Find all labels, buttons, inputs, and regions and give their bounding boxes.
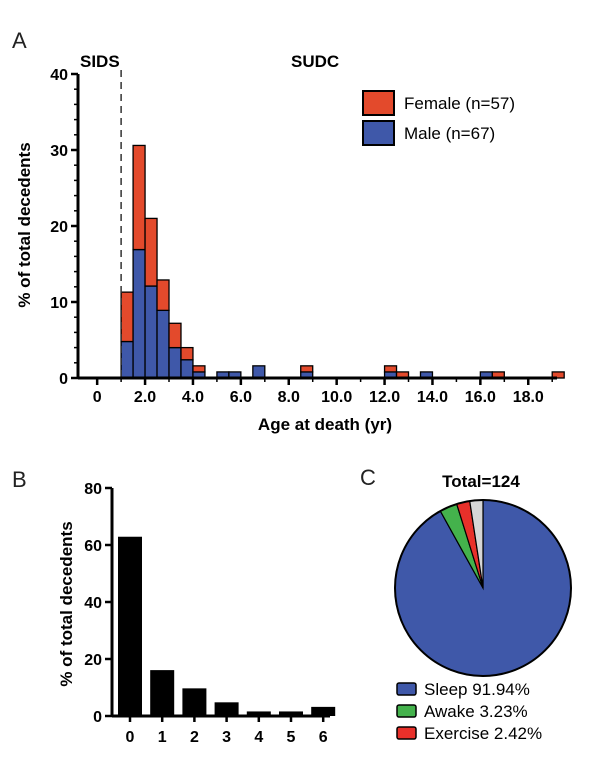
- panel-a-y-axis-title: % of total decedents: [15, 142, 34, 307]
- female-bar: [120, 291, 134, 343]
- female-bar: [300, 365, 314, 373]
- panel-a-letter: A: [12, 28, 27, 53]
- bar: [279, 711, 303, 716]
- y-tick-label: 20: [84, 652, 102, 669]
- pie-legend-label: Sleep 91.94%: [424, 680, 530, 699]
- female-bar: [132, 144, 146, 251]
- x-tick-label: 4: [254, 729, 263, 746]
- x-tick-label: 1: [158, 729, 167, 746]
- legend-label-male: Male (n=67): [404, 124, 495, 143]
- male-bar: [144, 285, 158, 379]
- y-tick-label: 40: [84, 595, 102, 612]
- male-bar: [120, 340, 134, 379]
- panel-a-legend: Female (n=57) Male (n=67): [362, 90, 515, 146]
- female-bar: [144, 217, 158, 287]
- legend-label-female: Female (n=57): [404, 94, 515, 113]
- female-bar: [156, 279, 170, 312]
- panel-c-pie-chart: C Total=124 Sleep 91.94% Awake 3.23% Exerc…: [360, 465, 572, 743]
- y-tick-label: 0: [93, 709, 102, 726]
- y-tick-label: 60: [84, 538, 102, 555]
- sids-region-label: SIDS: [80, 52, 120, 71]
- x-tick-label: 0: [126, 729, 135, 746]
- y-tick-label: 0: [59, 371, 68, 388]
- legend-swatch-female: [362, 90, 395, 116]
- legend-swatch-male: [362, 120, 395, 146]
- pie-legend: Sleep 91.94% Awake 3.23% Exercise 2.42%: [396, 680, 542, 743]
- male-bar: [156, 309, 170, 379]
- x-tick-label: 2: [190, 729, 199, 746]
- male-bar: [180, 359, 194, 379]
- x-tick-label: 18.0: [513, 389, 544, 406]
- x-tick-label: 6.0: [230, 389, 252, 406]
- female-bar: [168, 322, 182, 349]
- female-bar: [551, 371, 565, 379]
- panel-b-letter: B: [12, 467, 27, 492]
- bar: [150, 670, 175, 716]
- x-tick-label: 5: [287, 729, 296, 746]
- female-bar: [383, 365, 398, 373]
- bar: [214, 702, 239, 716]
- panel-a-histogram: A SIDS SUDC % of total decedents Age at …: [12, 28, 565, 434]
- y-tick-label: 20: [50, 219, 68, 236]
- y-tick-label: 10: [50, 295, 68, 312]
- y-tick-label: 30: [50, 143, 68, 160]
- x-tick-label: 2.0: [134, 389, 156, 406]
- pie-title: Total=124: [442, 472, 520, 491]
- x-tick-label: 0: [93, 389, 102, 406]
- x-tick-label: 8.0: [278, 389, 300, 406]
- x-tick-label: 10.0: [321, 389, 352, 406]
- male-bar: [252, 365, 266, 379]
- panel-c-letter: C: [360, 465, 376, 490]
- female-bar: [180, 346, 194, 361]
- pie-legend-label: Awake 3.23%: [424, 702, 528, 721]
- panel-a-x-axis-title: Age at death (yr): [258, 415, 392, 434]
- bar: [118, 536, 142, 716]
- panel-b-y-axis-title: % of total decedents: [57, 521, 76, 686]
- y-tick-label: 40: [50, 67, 68, 84]
- bar: [182, 688, 207, 716]
- x-tick-label: 3: [222, 729, 231, 746]
- pie: [394, 499, 572, 677]
- y-tick-label: 80: [84, 481, 102, 498]
- x-tick-label: 14.0: [417, 389, 448, 406]
- pie-legend-swatch: [396, 704, 417, 718]
- pie-legend-swatch: [396, 726, 417, 740]
- bar: [311, 706, 336, 716]
- male-bar: [168, 346, 182, 379]
- x-tick-label: 6: [319, 729, 328, 746]
- panel-a-axes: 0 10 20 30 40 0 2.0 4.0 6.0 8.0 10.0 12.0 14.0 16.0 18…: [50, 67, 557, 406]
- bar: [246, 711, 271, 716]
- x-tick-label: 16.0: [465, 389, 496, 406]
- pie-legend-swatch: [396, 682, 417, 696]
- panel-b-bars: [118, 536, 336, 716]
- pie-outline: [394, 499, 572, 677]
- x-tick-label: 4.0: [182, 389, 204, 406]
- male-bar: [132, 248, 146, 379]
- female-bar: [192, 365, 206, 373]
- panel-a-bars: [120, 144, 565, 379]
- sudc-region-label: SUDC: [291, 52, 339, 71]
- x-tick-label: 12.0: [369, 389, 400, 406]
- pie-legend-label: Exercise 2.42%: [424, 724, 542, 743]
